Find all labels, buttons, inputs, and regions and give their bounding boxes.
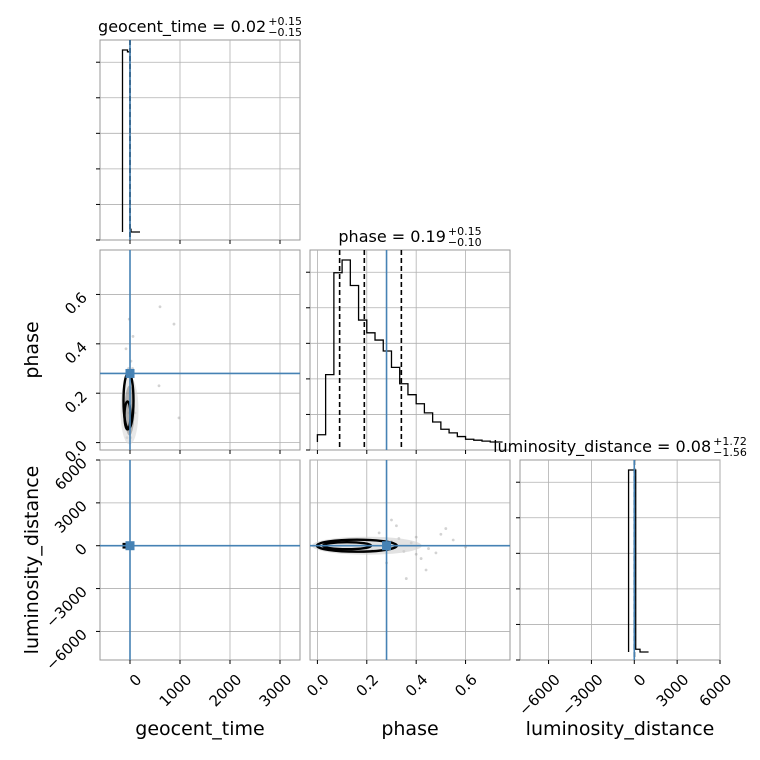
title-sup: +0.15 xyxy=(268,15,302,28)
scatter-point xyxy=(124,347,128,351)
ylabel-luminosity_distance: luminosity_distance xyxy=(21,466,43,655)
panel-geocent_time-geocent_time xyxy=(99,39,301,241)
ytick-label-phase: 0.2 xyxy=(61,387,91,417)
title-sub: −0.10 xyxy=(448,236,482,249)
ytick-label-luminosity_distance: −6000 xyxy=(42,626,91,675)
scatter-point xyxy=(439,532,443,536)
title-sup: +0.15 xyxy=(448,225,482,238)
ytick-label-phase: 0.6 xyxy=(61,289,91,319)
ylabel-phase: phase xyxy=(21,321,43,378)
title-geocent_time: geocent_time = 0.02 +0.15−0.15 xyxy=(98,15,302,39)
histogram-phase xyxy=(316,259,503,443)
xtick-label-geocent_time: 2000 xyxy=(206,671,246,711)
truth-point xyxy=(125,368,135,378)
xtick-label-luminosity_distance: −3000 xyxy=(558,671,607,720)
xtick-label-phase: 0.0 xyxy=(303,671,333,701)
panel-luminosity_distance-geocent_time xyxy=(99,459,301,661)
scatter-point xyxy=(434,551,438,555)
title-main: luminosity_distance = 0.08 xyxy=(493,437,711,457)
ytick-label-luminosity_distance: 0 xyxy=(71,540,90,559)
xtick-label-geocent_time: 3000 xyxy=(256,671,296,711)
xtick-label-phase: 0.6 xyxy=(451,671,481,701)
title-sub: −0.15 xyxy=(268,26,302,39)
ytick-label-luminosity_distance: 3000 xyxy=(51,497,91,537)
panel-phase-phase xyxy=(309,249,511,451)
scatter-point xyxy=(377,531,381,535)
scatter-point xyxy=(395,524,398,528)
xtick-label-geocent_time: 0 xyxy=(126,671,145,690)
title-main: geocent_time = 0.02 xyxy=(98,17,266,37)
scatter-point xyxy=(414,552,418,556)
scatter-point xyxy=(157,384,161,388)
scatter-point xyxy=(444,527,448,530)
title-sup: +1.72 xyxy=(713,435,747,448)
xtick-label-phase: 0.2 xyxy=(353,671,383,701)
title-sub: −1.56 xyxy=(713,446,747,459)
title-phase: phase = 0.19 +0.15−0.10 xyxy=(338,225,481,249)
scatter-point xyxy=(451,538,455,542)
xtick-label-phase: 0.4 xyxy=(402,671,432,701)
scatter-point xyxy=(177,416,181,420)
xtick-label-luminosity_distance: −6000 xyxy=(515,671,564,720)
xlabel-phase: phase xyxy=(381,718,438,740)
scatter-point xyxy=(158,305,162,309)
panel-luminosity_distance-phase xyxy=(309,459,511,661)
title-main: phase = 0.19 xyxy=(338,227,445,246)
scatter-point xyxy=(131,335,135,338)
title-luminosity_distance: luminosity_distance = 0.08 +1.72−1.56 xyxy=(493,435,747,459)
histogram-luminosity_distance xyxy=(627,469,649,653)
panel-luminosity_distance-luminosity_distance xyxy=(519,459,721,661)
xtick-label-luminosity_distance: 6000 xyxy=(696,671,736,711)
xlabel-luminosity_distance: luminosity_distance xyxy=(526,718,715,740)
xtick-label-luminosity_distance: 3000 xyxy=(653,671,693,711)
truth-point xyxy=(125,541,135,551)
xtick-label-geocent_time: 1000 xyxy=(156,671,196,711)
scatter-point xyxy=(419,557,423,560)
scatter-point xyxy=(172,322,176,326)
scatter-point xyxy=(390,518,393,522)
scatter-point xyxy=(427,547,430,550)
truth-point xyxy=(382,541,392,551)
scatter-point xyxy=(414,535,418,539)
scatter-point xyxy=(424,568,428,572)
xtick-label-luminosity_distance: 0 xyxy=(630,671,649,690)
ytick-label-luminosity_distance: −3000 xyxy=(42,583,91,632)
ytick-label-luminosity_distance: 6000 xyxy=(51,454,91,494)
xlabel-geocent_time: geocent_time xyxy=(135,718,264,740)
ytick-label-phase: 0.4 xyxy=(61,338,91,368)
scatter-point xyxy=(404,577,408,580)
